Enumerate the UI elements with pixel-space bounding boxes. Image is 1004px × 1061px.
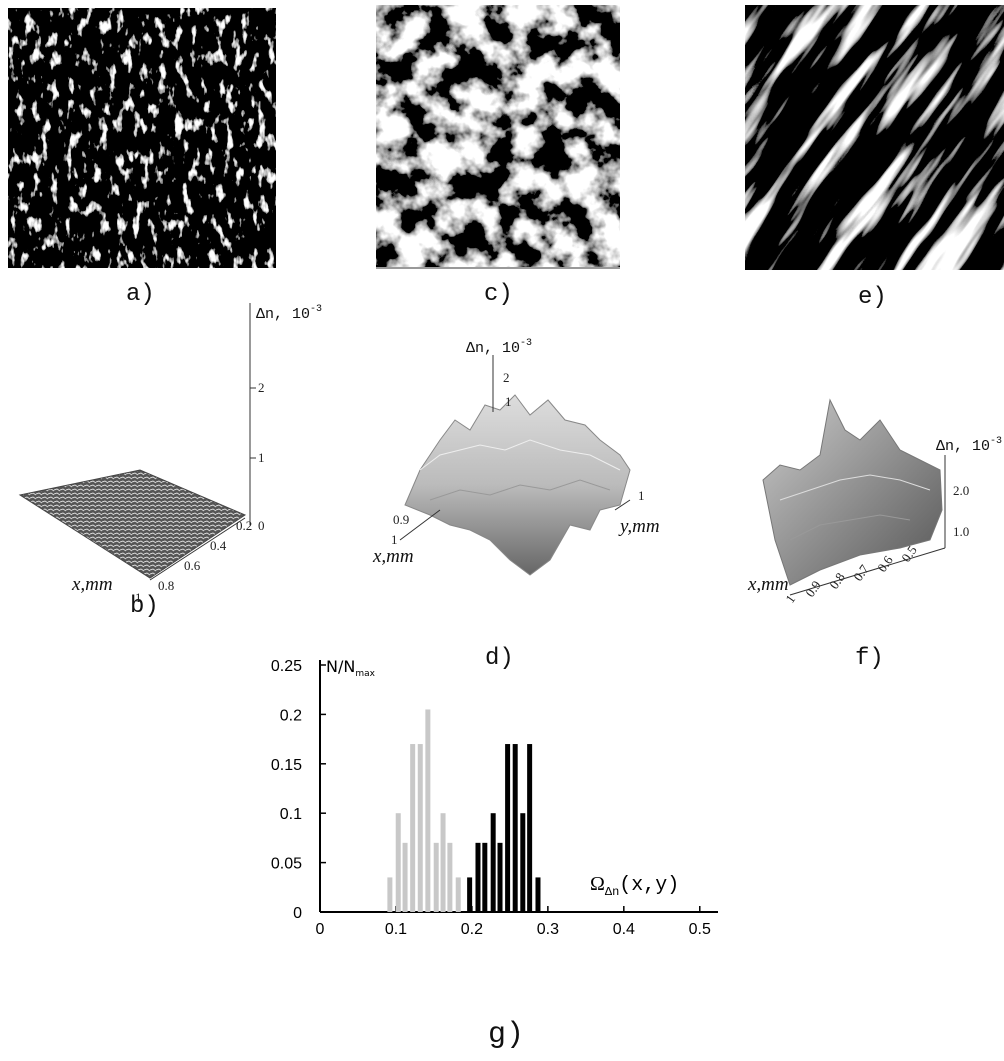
- bar: [456, 877, 461, 912]
- bar: [434, 843, 439, 912]
- axis-label-text: Δn, 10: [466, 340, 520, 357]
- z-tick-label: 2: [503, 370, 510, 385]
- axis-label-text: Δn, 10: [256, 306, 310, 323]
- x-tick-label: 0: [316, 921, 325, 938]
- x-axis-label-main: Ω: [590, 873, 605, 895]
- panel-label: d): [485, 645, 514, 672]
- bar: [396, 813, 401, 912]
- bar: [447, 843, 452, 912]
- bar: [520, 813, 525, 912]
- x-tick-label: 0.6: [184, 558, 201, 573]
- figure: a) c) e) b) d) f) g) Δn, 10-3 2 1 0 0.2 …: [0, 0, 1004, 1061]
- panel-label: g): [488, 1018, 524, 1052]
- bar: [527, 744, 532, 912]
- bar: [491, 813, 496, 912]
- y-axis-label-main: N/N: [326, 657, 355, 676]
- y-tick-label: 0.1: [280, 806, 302, 823]
- image-a: [8, 8, 276, 268]
- y-tick-label: 0.05: [271, 856, 302, 873]
- axis-label: x,mm: [71, 574, 113, 595]
- bar: [441, 813, 446, 912]
- x-axis-label-sub: Δn: [605, 885, 619, 899]
- panel-label: a): [126, 281, 155, 308]
- bar: [505, 744, 510, 912]
- axis-label: x,mm: [747, 574, 789, 595]
- bar: [425, 709, 430, 912]
- y-tick-label: 0.25: [271, 658, 302, 675]
- y-tick-label: 1: [638, 488, 645, 503]
- x-tick-label: 1: [391, 532, 398, 547]
- z-tick-label: 1: [505, 394, 512, 409]
- z-tick-label: 1.0: [953, 524, 969, 539]
- z-tick-label: 1: [258, 450, 265, 465]
- axis-exponent: -3: [990, 436, 1002, 447]
- x-tick-label: 0.3: [537, 921, 559, 938]
- x-tick-label: 0.1: [385, 921, 407, 938]
- x-axis-label-tail: (x,y): [619, 874, 679, 897]
- x-tick-label: 0.4: [613, 921, 635, 938]
- axis-exponent: -3: [520, 338, 532, 349]
- z-tick-label: 0: [258, 518, 265, 533]
- y-axis-label-sub: max: [355, 669, 375, 679]
- bar: [513, 744, 518, 912]
- y-tick-label: 0.2: [280, 707, 302, 724]
- axis-label: x,mm: [372, 546, 414, 567]
- x-tick-label: 1: [135, 590, 142, 605]
- x-tick-label: 0.2: [236, 518, 252, 533]
- x-tick-label: 0.4: [210, 538, 227, 553]
- axis-label: y,mm: [618, 516, 660, 537]
- z-tick-label: 2: [258, 380, 265, 395]
- x-tick-label: 0.9: [393, 512, 409, 527]
- axis-exponent: -3: [310, 304, 322, 315]
- panel-label: f): [855, 645, 884, 672]
- z-tick-label: 2.0: [953, 483, 969, 498]
- bar: [418, 744, 423, 912]
- x-tick-label: 0.8: [158, 578, 174, 593]
- bar: [410, 744, 415, 912]
- x-tick-label: 0.2: [461, 921, 483, 938]
- x-tick-label: 0.5: [689, 921, 711, 938]
- bar: [403, 843, 408, 912]
- image-c: [376, 5, 620, 268]
- bar: [482, 843, 487, 912]
- bar: [387, 877, 392, 912]
- bar: [475, 843, 480, 912]
- panel-label: c): [484, 281, 513, 308]
- bar: [467, 877, 472, 912]
- panel-label: e): [858, 284, 887, 311]
- bar: [498, 843, 503, 912]
- y-tick-label: 0.15: [271, 757, 302, 774]
- y-tick-label: 0: [293, 905, 302, 922]
- axis-label-text: Δn, 10: [936, 438, 990, 455]
- bar: [535, 877, 540, 912]
